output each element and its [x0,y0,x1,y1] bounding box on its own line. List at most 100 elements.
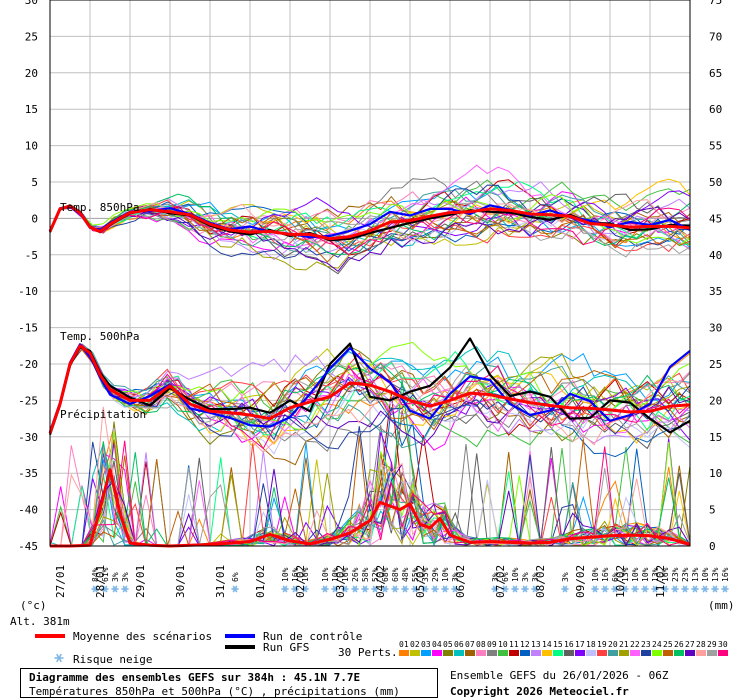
perturbation-swatch [498,650,508,656]
footer-subtitle: Températures 850hPa et 500hPa (°C) , pré… [29,685,400,698]
snowflake-icon [511,585,519,593]
snowflake-core [723,587,727,591]
snowflake-core [113,587,117,591]
snow-risk-percent: 10% [441,567,450,582]
legend-mean-label: Moyenne des scénarios [73,630,212,643]
perturbation-t850-line [49,206,691,272]
perturbation-number: 02 [410,640,420,649]
perturbation-number: 15 [553,640,563,649]
perturbation-t500-line [49,346,691,448]
snowflake-core [493,587,497,591]
snowflake-core [593,587,597,591]
x-axis-label: 06/02 [454,565,467,598]
perturbation-number: 23 [641,640,651,649]
legend-snow-label: Risque neige [73,653,152,666]
left-tick-label: 30 [25,0,38,7]
snowflake-icon [111,585,119,593]
perturbation-swatch [685,650,695,656]
perturbation-number: 24 [652,640,662,649]
perturbation-swatch [454,650,464,656]
snow-risk-percent: 10% [331,567,340,582]
snowflake-core [323,587,327,591]
series-line-t500 [48,343,691,433]
snowflake-icon [621,585,629,593]
snowflake-core [433,587,437,591]
snowflake-icon [331,585,339,593]
x-axis-label: 27/01 [54,565,67,598]
snowflake-core [623,587,627,591]
snow-risk-percent: 23% [681,567,690,582]
perturbation-t500-line [49,346,691,435]
right-tick-label: 50 [709,176,722,189]
snow-risk-percent: 6% [611,572,620,582]
snowflake-core [373,587,377,591]
perturbation-swatch [509,650,519,656]
right-tick-label: 15 [709,431,722,444]
left-tick-label: -25 [18,394,38,407]
right-tick-label: 65 [709,67,722,80]
snow-risk-percent: 16% [341,567,350,582]
perturbation-swatch [619,650,629,656]
snowflake-icon [341,585,349,593]
series-line-t500 [48,337,691,435]
snow-risk-percent: 16% [721,567,730,582]
right-tick-label: 75 [709,0,722,7]
snowflake-icon [711,585,719,593]
snowflake-icon [361,585,369,593]
footer-info-box: Diagramme des ensembles GEFS sur 384h : … [20,668,438,698]
perturbation-number: 18 [586,640,596,649]
snowflake-icon [651,585,659,593]
snowflake-icon [641,585,649,593]
x-axis-label: 31/01 [214,565,227,598]
snowflake-icon [381,585,389,593]
perturbation-swatch [553,650,563,656]
snowflake-icon [351,585,359,593]
snowflake-icon [721,585,729,593]
snow-risk-percent: 58% [361,567,370,582]
right-tick-label: 0 [709,540,716,553]
perturbation-number: 29 [707,640,717,649]
snow-risk-percent: 10% [281,567,290,582]
snowflake-icon [231,585,239,593]
snowflake-icon [101,585,109,593]
perturbation-swatch [520,650,530,656]
right-tick-label: 20 [709,394,722,407]
x-axis-label: 09/02 [574,565,587,598]
left-tick-label: 15 [25,103,38,116]
snowflake-core [423,587,427,591]
left-tick-label: 25 [25,30,38,43]
x-axis-label: 02/02 [294,565,307,598]
perturbation-swatch [542,650,552,656]
perturbation-number: 16 [564,640,574,649]
perturbation-swatch [432,650,442,656]
snowflake-core [513,587,517,591]
x-axis-label: 03/02 [334,565,347,598]
snowflake-icon [531,585,539,593]
x-axis-label: 28/01 [94,565,107,598]
snowflake-icon [91,585,99,593]
snow-risk-percent: 10% [641,567,650,582]
snowflake-icon [521,585,529,593]
snowflake-core [353,587,357,591]
snowflake-core [93,587,97,591]
snowflake-icon [441,585,449,593]
right-tick-label: 40 [709,249,722,262]
perturbation-swatch [399,650,409,656]
x-axis-labels: 27/01 28/01 29/01 30/01 31/01 01/02 02/02 03/02… [54,565,667,598]
snow-risk-percent: 3% [121,572,130,582]
snowflake-icon [661,585,669,593]
x-axis-label: 11/02 [654,565,667,598]
snowflake-core [643,587,647,591]
snowflake-core [293,587,297,591]
perturbation-number: 22 [630,640,640,649]
ensemble-run-label: Ensemble GEFS du 26/01/2026 - 06Z [450,669,669,682]
snow-risk-percent: 68% [391,567,400,582]
perturbation-number: 04 [432,640,442,649]
perturbation-swatch [641,650,651,656]
x-axis-label: 05/02 [414,565,427,598]
snow-risk-percent: 3% [561,572,570,582]
snowflake-icon [561,585,569,593]
perturbation-swatch [718,650,728,656]
perturbation-swatch [674,650,684,656]
perturbation-t500-line [49,347,691,448]
